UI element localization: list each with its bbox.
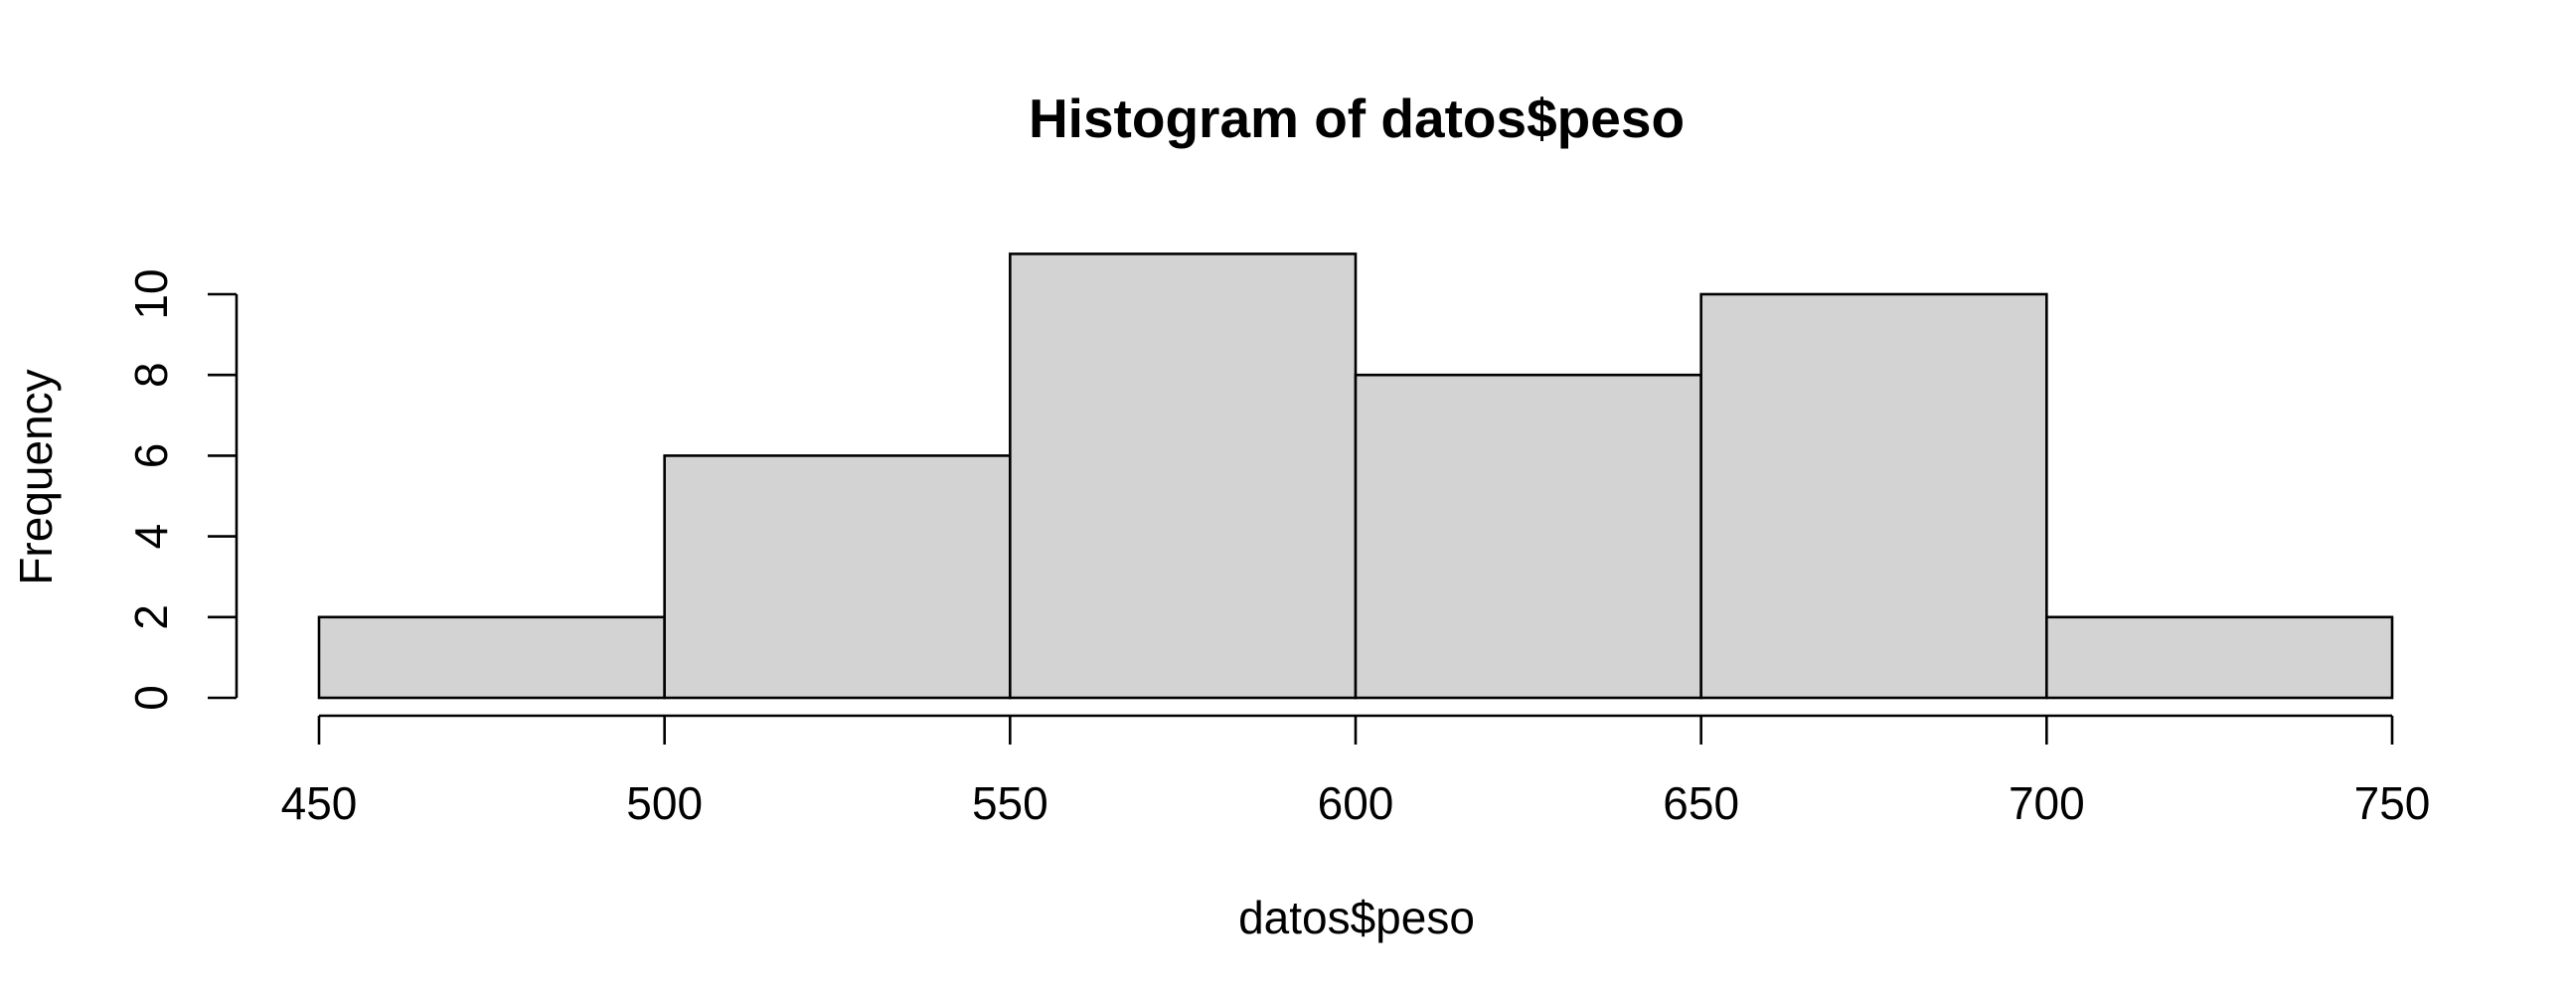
y-tick-label: 10 [125,268,177,319]
x-tick-label: 650 [1663,777,1739,829]
histogram-bar [1354,373,1702,700]
y-tick-label: 8 [125,362,177,388]
bars-group [317,252,2394,700]
x-tick-label: 750 [2354,777,2431,829]
x-tick-label: 600 [1318,777,1394,829]
histogram-bar [317,615,666,700]
y-tick-label: 4 [125,524,177,550]
x-tick-label: 700 [2009,777,2085,829]
y-axis: 0 2 4 6 8 10 [125,268,239,711]
histogram-bar [1699,292,2048,700]
chart-title: Histogram of datos$peso [1029,87,1685,149]
x-tick-label: 550 [972,777,1048,829]
y-tick-label: 6 [125,443,177,469]
histogram-bar [663,454,1012,700]
x-tick-label: 500 [626,777,703,829]
y-tick-label: 2 [125,604,177,630]
x-axis: 450 500 550 600 650 700 750 [281,714,2431,829]
y-tick-label: 0 [125,685,177,711]
y-axis-label: Frequency [10,369,62,584]
histogram-bar [2045,615,2394,700]
x-axis-label: datos$peso [1238,892,1475,943]
histogram-bar [1009,252,1358,700]
x-tick-label: 450 [281,777,358,829]
